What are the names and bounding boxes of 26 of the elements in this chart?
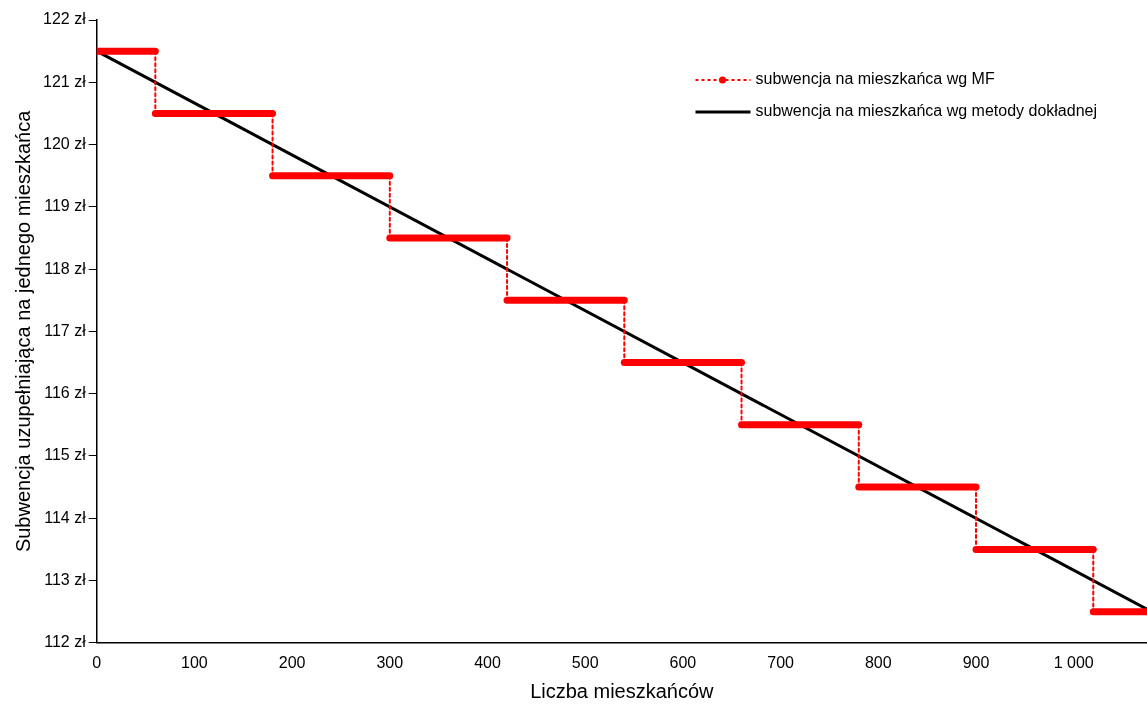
x-tick-label: 400 [474, 653, 501, 671]
y-tick-label: 121 zł [42, 72, 87, 90]
y-tick-label: 118 zł [44, 259, 87, 277]
y-tick-label: 117 zł [44, 321, 87, 339]
y-tick-label: 119 zł [44, 197, 87, 215]
x-axis-title: Liczba mieszkańców [530, 679, 715, 702]
legend-label: subwencja na mieszkańca wg MF [755, 70, 995, 88]
x-tick-label: 0 [92, 653, 102, 671]
y-tick-label: 122 zł [42, 10, 87, 28]
x-tick-label: 1 000 [1053, 653, 1094, 671]
y-tick-label: 115 zł [44, 446, 87, 464]
legend-label: subwencja na mieszkańca wg metody dokładnej [755, 102, 1098, 120]
y-tick-label: 116 zł [44, 384, 87, 402]
x-tick-label: 800 [864, 653, 892, 671]
x-tick-label: 600 [669, 653, 697, 671]
y-tick-label: 113 zł [44, 570, 87, 588]
x-tick-label: 200 [278, 653, 306, 671]
x-tick-label: 100 [181, 653, 208, 671]
x-tick-label: 900 [962, 653, 990, 671]
y-tick-label: 112 zł [44, 633, 87, 651]
y-tick-label: 114 zł [44, 508, 87, 526]
x-tick-label: 500 [571, 653, 599, 671]
y-tick-label: 120 zł [42, 134, 87, 152]
x-tick-label: 700 [767, 653, 795, 671]
y-axis-title: Subwencja uzupełniająca na jednego mieszkańca [11, 109, 34, 553]
x-tick-label: 300 [376, 653, 404, 671]
